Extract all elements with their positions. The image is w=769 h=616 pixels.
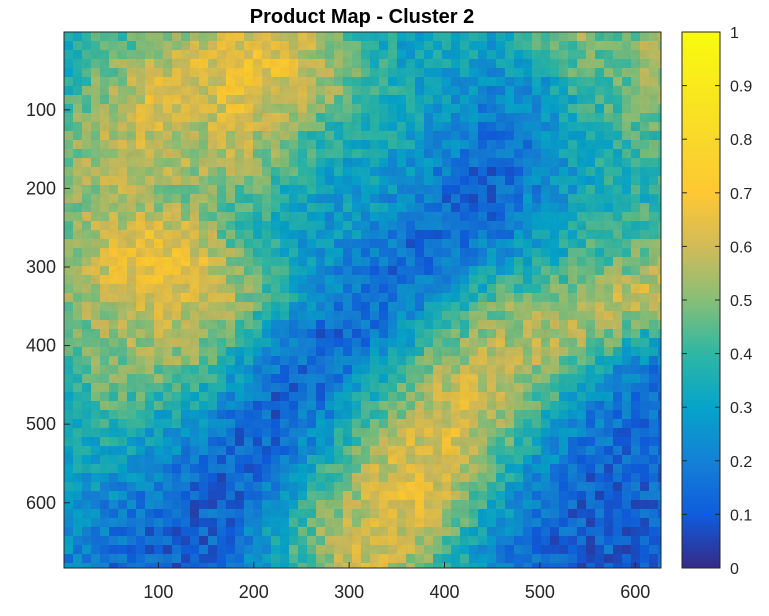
- colorbar-tick-label: 0.5: [730, 293, 752, 310]
- y-tick-label: 600: [26, 493, 56, 513]
- colorbar-tick-label: 0.4: [730, 347, 752, 364]
- colorbar-axis: 0 0.1 0.2 0.3 0.4 0.5 0.6 0.7 0.8 0.9 1: [682, 25, 752, 578]
- y-tick-label: 500: [26, 414, 56, 434]
- y-tick-label: 200: [26, 178, 56, 198]
- colorbar-tick-label: 0.8: [730, 132, 752, 149]
- x-tick-label: 300: [334, 582, 364, 602]
- colorbar-tick-label: 0.6: [730, 239, 752, 256]
- y-tick-label: 400: [26, 336, 56, 356]
- x-tick-label: 600: [620, 582, 650, 602]
- x-tick-label: 500: [525, 582, 555, 602]
- plot-area-frame: [63, 31, 662, 569]
- x-tick-label: 100: [143, 582, 173, 602]
- x-axis: 100 200 300 400 500 600: [143, 562, 650, 602]
- y-tick-label: 300: [26, 257, 56, 277]
- colorbar-tick-label: 0: [730, 561, 739, 578]
- colorbar-tick-label: 0.2: [730, 454, 752, 471]
- x-tick-label: 200: [239, 582, 269, 602]
- chart-title: Product Map - Cluster 2: [250, 6, 474, 28]
- colorbar: [681, 31, 721, 569]
- y-axis: 100 200 300 400 500 600: [26, 100, 70, 513]
- colorbar-tick-label: 1: [730, 25, 739, 42]
- colorbar-tick-label: 0.9: [730, 79, 752, 96]
- heatmap-texture: [64, 32, 661, 568]
- colorbar-tick-label: 0.1: [730, 507, 752, 524]
- y-tick-label: 100: [26, 100, 56, 120]
- colorbar-tick-label: 0.3: [730, 400, 752, 417]
- x-tick-label: 400: [429, 582, 459, 602]
- colorbar-tick-label: 0.7: [730, 186, 752, 203]
